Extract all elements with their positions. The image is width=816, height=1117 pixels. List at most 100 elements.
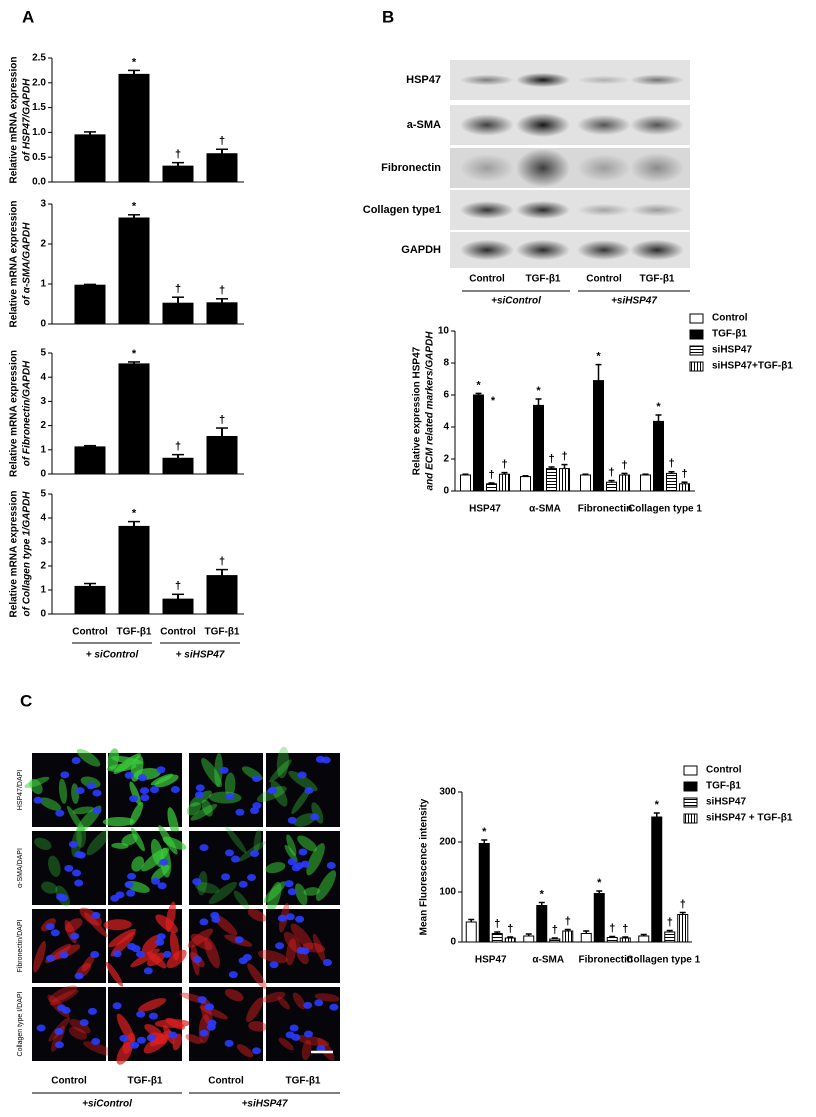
blot-band bbox=[460, 74, 514, 86]
y-tick-label: 8 bbox=[443, 358, 449, 369]
nucleus bbox=[219, 766, 229, 774]
micrograph bbox=[256, 746, 340, 827]
bar bbox=[677, 914, 689, 943]
y-axis-label: of Collagen type 1/GAPDH bbox=[22, 491, 33, 617]
stain bbox=[24, 776, 50, 788]
bar bbox=[562, 930, 574, 943]
nucleus bbox=[124, 881, 134, 889]
y-axis-label: Relative mRNA expression bbox=[9, 57, 20, 184]
y-tick-label: 2 bbox=[40, 239, 46, 250]
micrograph bbox=[103, 901, 187, 987]
x-tick-label: Control bbox=[160, 627, 196, 638]
nucleus bbox=[287, 816, 297, 824]
nucleus bbox=[68, 840, 78, 848]
nucleus bbox=[143, 967, 153, 975]
stain bbox=[295, 883, 308, 906]
micrograph bbox=[108, 987, 191, 1065]
y-tick-label: 0 bbox=[40, 319, 46, 330]
stain bbox=[277, 996, 290, 1010]
nucleus bbox=[252, 774, 262, 782]
nucleus bbox=[199, 918, 209, 926]
stain bbox=[165, 1017, 185, 1030]
nucleus bbox=[159, 858, 169, 866]
significance-marker: † bbox=[175, 580, 181, 592]
nucleus bbox=[136, 950, 146, 958]
nucleus bbox=[45, 923, 55, 931]
blot-band bbox=[516, 148, 570, 188]
stain bbox=[107, 748, 120, 771]
y-tick-label: 2 bbox=[443, 454, 449, 465]
nucleus bbox=[234, 936, 244, 944]
stain bbox=[150, 773, 174, 786]
bar bbox=[74, 585, 106, 615]
micrograph-bg bbox=[266, 753, 340, 827]
stain bbox=[262, 991, 286, 1003]
nucleus bbox=[298, 848, 308, 856]
nucleus bbox=[112, 950, 122, 958]
bar bbox=[520, 476, 531, 492]
stain bbox=[253, 829, 262, 854]
bar bbox=[478, 843, 490, 943]
nucleus bbox=[64, 864, 74, 872]
bar bbox=[593, 380, 604, 492]
y-tick-label: 1.5 bbox=[32, 102, 46, 113]
stain bbox=[83, 1041, 116, 1057]
nucleus bbox=[162, 950, 172, 958]
significance-marker: † bbox=[494, 918, 500, 930]
bar bbox=[638, 935, 650, 943]
stain bbox=[247, 908, 267, 922]
bar bbox=[580, 933, 592, 943]
y-axis-label: Relative mRNA expression bbox=[9, 491, 20, 618]
micrograph bbox=[24, 748, 106, 835]
micrograph-bg bbox=[266, 987, 340, 1061]
bar bbox=[162, 302, 194, 325]
bar bbox=[162, 457, 194, 475]
nucleus bbox=[56, 893, 66, 901]
stain bbox=[204, 937, 220, 969]
nucleus bbox=[207, 1019, 217, 1027]
nucleus bbox=[92, 807, 102, 815]
stain bbox=[108, 928, 136, 948]
stain bbox=[86, 829, 111, 856]
nucleus bbox=[33, 796, 43, 804]
y-axis-label: Relative mRNA expression bbox=[9, 201, 20, 328]
significance-marker: * bbox=[132, 201, 137, 213]
bar bbox=[118, 217, 150, 325]
stain bbox=[292, 992, 306, 1010]
nucleus bbox=[297, 947, 307, 955]
blot-band bbox=[630, 152, 684, 184]
bar bbox=[465, 921, 477, 943]
y-tick-label: 300 bbox=[439, 787, 456, 798]
stain bbox=[190, 933, 213, 951]
stain bbox=[131, 856, 145, 872]
stain bbox=[200, 1001, 213, 1026]
x-tick-label: Fibronectin bbox=[579, 955, 633, 966]
legend-label: TGF-β1 bbox=[712, 329, 747, 340]
stain bbox=[68, 1026, 88, 1040]
significance-marker: * bbox=[476, 379, 481, 391]
bar bbox=[473, 394, 484, 492]
nucleus bbox=[197, 996, 207, 1004]
nucleus bbox=[54, 1041, 64, 1049]
nucleus bbox=[129, 795, 139, 803]
nucleus bbox=[148, 1012, 158, 1020]
x-tick-label: TGF-β1 bbox=[117, 627, 152, 638]
y-tick-label: 2 bbox=[40, 561, 46, 572]
stain bbox=[214, 752, 223, 788]
bar bbox=[640, 474, 651, 492]
nucleus bbox=[192, 878, 202, 886]
nucleus bbox=[300, 860, 310, 868]
bar bbox=[74, 446, 106, 475]
image-row-label: HSP47/DAPI bbox=[17, 770, 24, 811]
nucleus bbox=[238, 880, 248, 888]
stain bbox=[187, 928, 214, 948]
nucleus bbox=[46, 954, 56, 962]
stain bbox=[186, 802, 202, 816]
stain bbox=[314, 993, 340, 1002]
y-axis-label: of α-SMA/GAPDH bbox=[22, 222, 33, 306]
significance-marker: * bbox=[536, 385, 541, 397]
stain bbox=[265, 862, 286, 874]
micrograph bbox=[186, 752, 263, 827]
micrograph bbox=[32, 824, 111, 907]
significance-marker: † bbox=[621, 459, 627, 471]
